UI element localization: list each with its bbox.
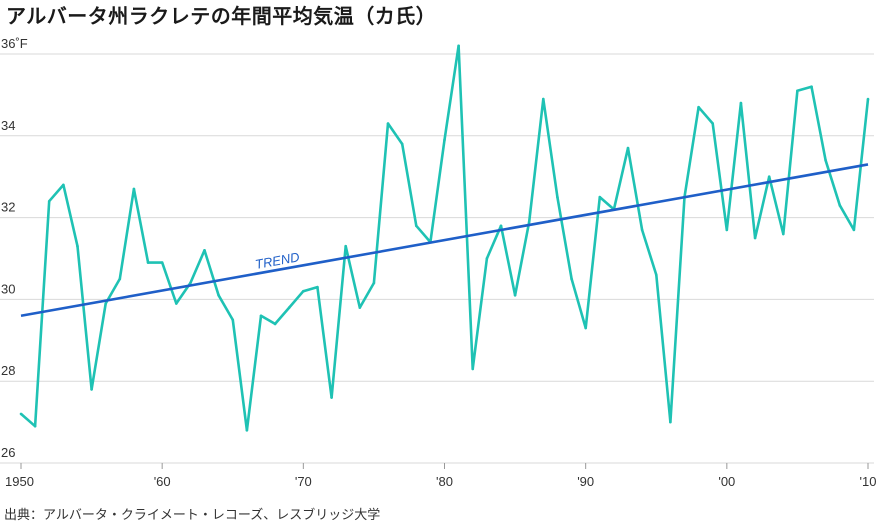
data-point	[217, 294, 220, 297]
data-point	[160, 261, 164, 264]
data-point	[852, 228, 856, 232]
data-point	[796, 89, 799, 93]
data-point	[62, 183, 65, 187]
data-point	[640, 228, 644, 232]
data-point	[287, 306, 291, 309]
data-point	[174, 302, 178, 305]
data-point	[725, 228, 729, 232]
data-point	[386, 122, 390, 125]
data-point	[443, 138, 446, 142]
data-point	[344, 244, 347, 248]
y-tick-label: 26	[1, 445, 15, 460]
data-point	[132, 187, 136, 191]
data-point	[372, 281, 376, 285]
trend-line	[20, 163, 869, 318]
data-point	[513, 294, 517, 297]
data-point	[626, 146, 630, 150]
data-point	[414, 224, 418, 228]
data-point	[654, 273, 658, 277]
data-point	[76, 244, 79, 248]
data-point	[203, 249, 206, 252]
data-point	[457, 44, 460, 48]
chart-title: アルバータ州ラクレテの年間平均気温（カ氏）	[6, 4, 437, 28]
data-point	[259, 314, 263, 318]
data-point	[739, 101, 743, 105]
data-point	[669, 420, 672, 424]
x-tick-label: '70	[295, 474, 312, 489]
y-tick-label: 28	[1, 363, 15, 378]
data-point	[189, 281, 192, 285]
data-point	[499, 224, 503, 228]
data-point	[542, 97, 545, 101]
x-tick-label: 1950	[5, 474, 34, 489]
data-point	[245, 428, 249, 432]
data-point	[302, 289, 305, 293]
data-point	[711, 122, 715, 125]
data-point	[33, 424, 37, 428]
trend-label: TREND	[254, 249, 301, 272]
data-point	[90, 388, 93, 391]
data-point	[316, 285, 319, 289]
y-tick-label: 32	[1, 200, 15, 215]
line-chart: 26 28 30 32 34 36˚F 1950 '60 '70 '80 '90 '00 '10 TR…	[0, 36, 876, 489]
data-point	[485, 257, 489, 260]
data-point	[598, 195, 602, 199]
data-point	[471, 367, 475, 371]
gridlines	[0, 53, 874, 464]
source-note: 出典：アルバータ・クライメート・レコーズ、レスブリッジ大学	[4, 508, 381, 523]
data-point	[753, 236, 757, 240]
data-point	[824, 159, 827, 162]
x-axis-ticks: 1950 '60 '70 '80 '90 '00 '10	[5, 463, 876, 489]
data-point	[556, 195, 559, 199]
x-tick-label: '00	[718, 474, 735, 489]
data-point	[810, 85, 813, 89]
data-point	[527, 220, 531, 223]
data-point	[118, 277, 122, 281]
data-point	[358, 306, 362, 309]
data-point	[273, 322, 277, 326]
data-point	[866, 97, 870, 101]
data-point	[47, 199, 51, 203]
y-tick-label: 34	[1, 118, 15, 133]
x-tick-label: '60	[154, 474, 171, 489]
y-axis-ticks: 26 28 30 32 34 36˚F	[1, 36, 28, 460]
data-point	[697, 105, 700, 109]
data-point	[104, 302, 107, 305]
data-point	[146, 261, 150, 264]
data-point	[570, 277, 573, 281]
x-tick-label: '90	[577, 474, 594, 489]
data-point	[400, 142, 404, 146]
data-point	[767, 175, 771, 178]
y-tick-label: 36˚F	[1, 36, 28, 51]
data-point	[231, 318, 235, 322]
trend-layer: TREND	[20, 163, 869, 318]
y-tick-label: 30	[1, 281, 15, 296]
data-point	[838, 204, 842, 207]
series-layer	[19, 44, 870, 432]
data-point	[330, 396, 333, 399]
data-point	[782, 232, 785, 236]
data-point	[584, 326, 587, 330]
x-tick-label: '10	[860, 474, 877, 489]
x-tick-label: '80	[436, 474, 453, 489]
data-point	[19, 412, 23, 416]
